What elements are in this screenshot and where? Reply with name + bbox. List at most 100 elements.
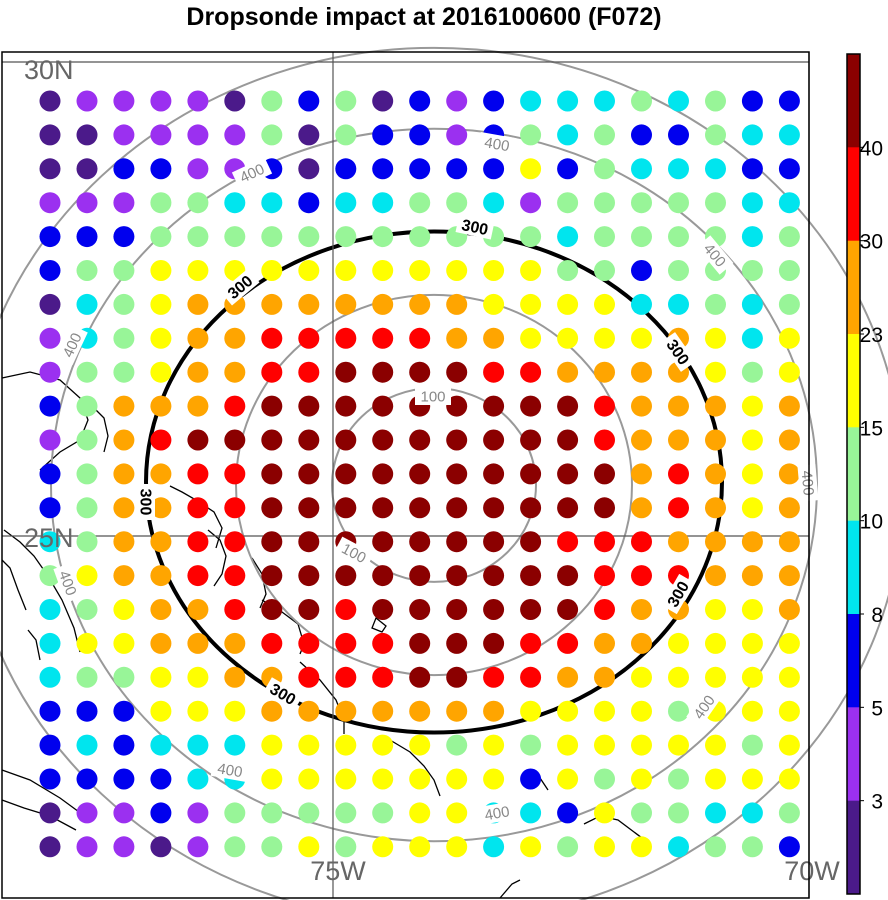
dropsonde-dot: [187, 158, 209, 180]
dropsonde-dot: [187, 531, 209, 553]
dropsonde-dot: [261, 260, 283, 281]
dropsonde-dot: [446, 463, 468, 485]
dropsonde-dot: [335, 700, 357, 722]
dropsonde-dot: [335, 192, 357, 214]
dropsonde-dot: [594, 599, 615, 620]
dropsonde-dot: [39, 260, 61, 281]
dropsonde-dot: [446, 700, 468, 722]
dropsonde-dot: [705, 599, 726, 620]
dropsonde-dot: [483, 531, 505, 553]
dropsonde-dot: [298, 463, 320, 485]
dropsonde-dot: [594, 632, 615, 654]
dropsonde-dot: [335, 293, 357, 315]
coastline: [371, 616, 387, 633]
dropsonde-dot: [372, 599, 394, 620]
dropsonde-dot: [298, 497, 320, 519]
dropsonde-dot: [446, 327, 468, 349]
dropsonde-dot: [557, 565, 579, 587]
dropsonde-dot: [224, 700, 246, 722]
dropsonde-dot: [39, 293, 61, 315]
dropsonde-dot: [668, 192, 689, 214]
dropsonde-dot: [446, 768, 468, 790]
dropsonde-dot: [150, 836, 172, 858]
dropsonde-dot: [705, 90, 726, 112]
dropsonde-dot: [557, 531, 579, 553]
dropsonde-dot: [557, 293, 579, 315]
dropsonde-dot: [741, 90, 763, 112]
dropsonde-dot: [39, 599, 61, 620]
contour-label-bg: [53, 563, 83, 603]
coastline: [499, 879, 521, 899]
dropsonde-dot: [741, 361, 763, 383]
dropsonde-dot: [261, 599, 283, 620]
dropsonde-dot: [224, 836, 246, 858]
colorbar-label: 5: [871, 697, 883, 720]
dropsonde-dot: [150, 124, 172, 146]
coastline: [207, 529, 227, 587]
dropsonde-dot: [631, 836, 652, 858]
dropsonde-dot: [150, 361, 172, 383]
dropsonde-dot: [187, 192, 209, 214]
dropsonde-dot: [446, 836, 468, 858]
dropsonde-dot: [557, 124, 579, 146]
dropsonde-dot: [150, 497, 172, 519]
dropsonde-dot: [483, 836, 505, 858]
dropsonde-dot: [261, 463, 283, 485]
dropsonde-dot: [76, 836, 98, 858]
dropsonde-dot: [335, 90, 357, 112]
dropsonde-dot: [187, 124, 209, 146]
dropsonde-dot: [224, 666, 246, 688]
dropsonde-dot: [668, 497, 689, 519]
dropsonde-dot: [409, 666, 431, 688]
dropsonde-dot: [335, 463, 357, 485]
dropsonde-dot: [187, 90, 209, 112]
dropsonde-dot: [520, 293, 542, 315]
dropsonde-dot: [594, 293, 615, 315]
dropsonde-dot: [261, 768, 283, 790]
dropsonde-dot: [39, 226, 61, 248]
dropsonde-dot: [631, 90, 652, 112]
dropsonde-dot: [372, 497, 394, 519]
dropsonde-dot: [705, 463, 726, 485]
colorbar-swatch: [847, 520, 860, 615]
dropsonde-dot: [631, 395, 652, 417]
dropsonde-dot: [668, 531, 689, 553]
dropsonde-dot: [409, 768, 431, 790]
dropsonde-dot: [261, 734, 283, 756]
dropsonde-dot: [76, 666, 98, 688]
dropsonde-dot: [298, 192, 320, 214]
dropsonde-dot: [594, 361, 615, 383]
dropsonde-dot: [372, 565, 394, 587]
dropsonde-dot: [631, 429, 652, 451]
dropsonde-dot: [76, 463, 98, 485]
dropsonde-dot: [705, 361, 726, 383]
dropsonde-dot: [705, 192, 726, 214]
dropsonde-dot: [76, 90, 98, 112]
dropsonde-dot: [409, 734, 431, 756]
dropsonde-dot: [261, 192, 283, 214]
coastline: [1, 371, 89, 471]
dropsonde-dot: [187, 599, 209, 620]
dropsonde-dot: [187, 395, 209, 417]
dropsonde-dot: [594, 395, 615, 417]
dropsonde-dot: [76, 124, 98, 146]
dropsonde-dot: [741, 429, 763, 451]
dropsonde-dot: [668, 768, 689, 790]
dropsonde-dot: [520, 599, 542, 620]
dropsonde-dot: [520, 497, 542, 519]
dropsonde-dot: [76, 158, 98, 180]
dropsonde-dot: [372, 361, 394, 383]
contour-label-bg: [797, 464, 819, 502]
dropsonde-dot: [705, 293, 726, 315]
colorbar-label: 40: [860, 137, 883, 160]
dropsonde-dot: [594, 666, 615, 688]
dropsonde-dot: [335, 327, 357, 349]
dropsonde-dot: [150, 260, 172, 281]
dropsonde-dot: [594, 226, 615, 248]
dropsonde-dot: [446, 158, 468, 180]
dropsonde-dot: [483, 395, 505, 417]
dropsonde-dot: [520, 836, 542, 858]
dropsonde-dot: [187, 734, 209, 756]
colorbar-swatch: [847, 240, 860, 335]
dropsonde-dot: [741, 192, 763, 214]
